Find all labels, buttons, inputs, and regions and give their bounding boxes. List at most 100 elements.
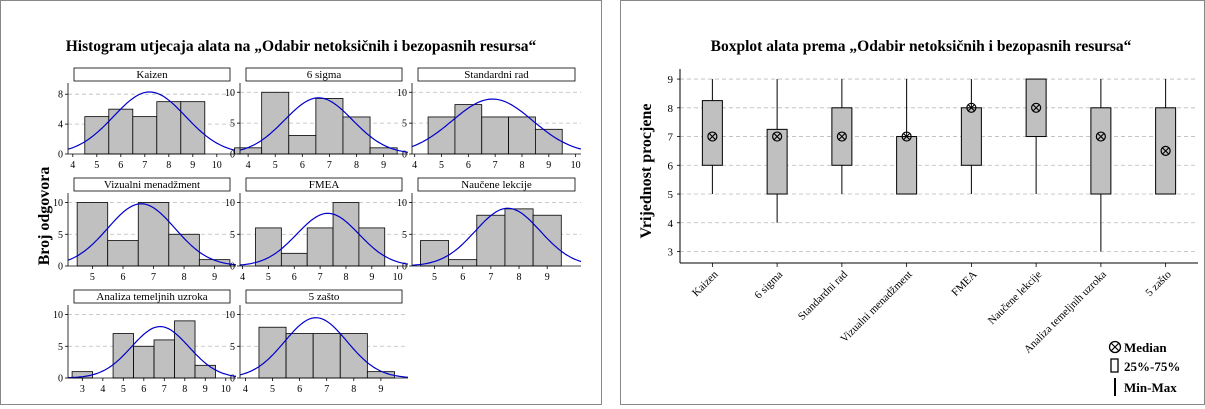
normal-curve — [411, 207, 582, 266]
box — [960, 107, 982, 166]
y-tick-label: 10 — [225, 310, 235, 321]
x-tick-label: 7 — [142, 160, 147, 171]
histogram-bar — [532, 214, 562, 267]
x-tick-label: 10 — [571, 160, 581, 171]
y-tick-label: 0 — [58, 150, 63, 161]
histogram-bar — [285, 333, 314, 379]
histogram-subplot: Standardni rad 4 5 6 7 8 9 10 0 5 10 — [397, 67, 582, 171]
histogram-title: Histogram utjecaja alata na „Odabir neto… — [66, 38, 537, 55]
median-cross — [1032, 104, 1040, 112]
histogram-y-axis-label: Broj odgovora — [36, 167, 53, 266]
y-tick-label: 0 — [230, 374, 235, 385]
histogram-bar — [448, 259, 478, 267]
subplot-header — [245, 67, 403, 82]
box — [701, 100, 723, 166]
histogram-panel: Histogram utjecaja alata na „Odabir neto… — [0, 0, 602, 405]
x-tick-label: 6 — [460, 272, 465, 283]
median-marker — [966, 102, 977, 113]
median-cross — [1097, 132, 1105, 141]
x-tick-label: 9 — [378, 384, 383, 395]
normal-curve — [411, 98, 582, 150]
y-tick-label: 7 — [668, 132, 674, 144]
x-tick-label: 8 — [166, 160, 171, 171]
x-tick-label: 9 — [381, 160, 386, 171]
y-tick-label: 8 — [58, 90, 63, 101]
y-tick-label: 5 — [230, 342, 235, 353]
subplot-title: Standardni rad — [464, 69, 529, 81]
subplot-header — [73, 289, 231, 304]
median-marker — [1031, 102, 1042, 113]
subplot-title: Naučene lekcije — [461, 179, 532, 191]
y-tick-label: 0 — [58, 262, 63, 273]
histogram-bar — [332, 202, 360, 267]
x-tick-label: 5 — [439, 160, 444, 171]
x-tick-label: 8 — [182, 272, 187, 283]
x-tick-label: 6 sigma — [752, 269, 785, 302]
x-tick-label: 4 — [100, 384, 105, 395]
x-tick-label: 7 — [162, 384, 167, 395]
histogram-bar — [84, 116, 110, 155]
subplot-header — [73, 67, 231, 82]
histogram-bar — [508, 116, 536, 155]
legend-median-label: Median — [1124, 340, 1167, 355]
x-tick-label: Kaizen — [690, 268, 721, 299]
histogram-bar — [180, 101, 206, 155]
histogram-bar — [306, 227, 334, 267]
legend-box-icon — [1110, 358, 1119, 373]
x-tick-label: 8 — [519, 160, 524, 171]
y-tick-label: 10 — [225, 88, 235, 99]
box-group: FMEA — [949, 79, 982, 299]
box-group: Standardni rad — [796, 79, 853, 323]
histogram-bar — [342, 116, 371, 155]
x-tick-label: 4 — [240, 272, 245, 283]
subplot-title: Vizualni menadžment — [104, 179, 200, 191]
histogram-bar — [133, 345, 155, 379]
x-tick-label: 10 — [393, 272, 403, 283]
histogram-bar — [280, 252, 308, 267]
subplot-title: 5 zašto — [309, 291, 340, 303]
legend-whisker-label: Min-Max — [1124, 380, 1177, 395]
median-cross — [967, 104, 975, 112]
histogram-bar — [107, 240, 139, 267]
x-tick-label: 6 — [466, 160, 471, 171]
box-group: Kaizen — [690, 79, 723, 299]
normal-curve — [67, 325, 237, 379]
y-tick-label: 10 — [225, 198, 235, 209]
histogram-bar — [288, 135, 317, 155]
y-tick-label: 5 — [230, 119, 235, 130]
subplot-header — [417, 177, 576, 192]
y-tick-label: 0 — [230, 150, 235, 161]
histogram-bar — [258, 326, 287, 379]
histogram-bar — [194, 364, 216, 379]
histogram-bar — [168, 233, 200, 267]
box-group: 5 zašto — [1143, 79, 1177, 299]
histogram-bar — [454, 104, 483, 155]
x-tick-label: 9 — [545, 272, 550, 283]
legend-median-icon — [1108, 340, 1122, 354]
x-tick-label: Standardni rad — [796, 268, 850, 322]
legend-box-label: 25%-75% — [1124, 359, 1180, 374]
histogram-subplot: 6 sigma 4 5 6 7 8 9 0 5 10 — [225, 67, 409, 171]
subplot-title: Kaizen — [136, 69, 168, 81]
x-tick-label: 8 — [182, 384, 187, 395]
x-tick-label: 6 — [300, 160, 305, 171]
legend-median-cross — [1110, 342, 1120, 352]
histogram-bar — [420, 240, 450, 267]
median-marker — [1160, 145, 1171, 157]
box — [1090, 107, 1112, 195]
y-tick-label: 5 — [402, 119, 407, 130]
y-tick-label: 3 — [668, 247, 674, 259]
x-tick-label: 8 — [517, 272, 522, 283]
x-tick-label: Naučene lekcije — [986, 269, 1044, 327]
normal-curve — [67, 203, 237, 266]
x-tick-label: 9 — [369, 272, 374, 283]
x-tick-label: 8 — [343, 272, 348, 283]
x-tick-label: 5 — [270, 384, 275, 395]
x-tick-label: 7 — [324, 384, 329, 395]
y-tick-label: 5 — [668, 189, 674, 201]
x-tick-label: 4 — [246, 160, 251, 171]
median-marker — [1095, 131, 1106, 142]
y-tick-label: 10 — [53, 310, 63, 321]
box-group: Naučene lekcije — [986, 78, 1047, 327]
